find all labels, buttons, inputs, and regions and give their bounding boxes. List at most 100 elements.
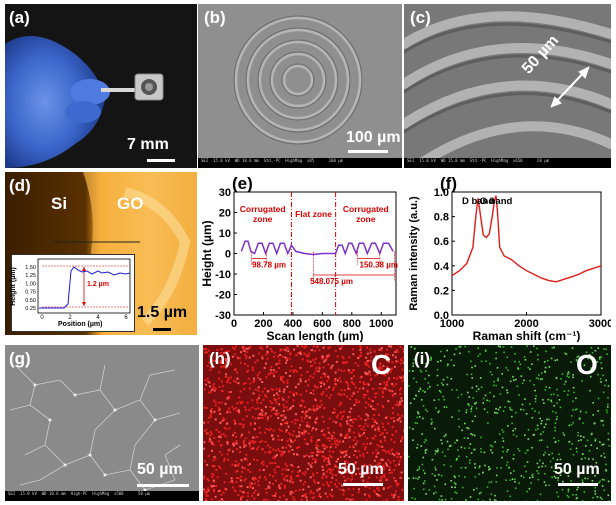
element-label-c: C bbox=[371, 349, 392, 380]
inset-ytick: 1.00 bbox=[25, 281, 36, 287]
ytick-label-e: -10 bbox=[215, 269, 231, 281]
panel-b: (b) 100 µm SEI 15.0 kV WD 18.6 mm Std.-P… bbox=[198, 4, 402, 168]
eds-oxygen-map bbox=[408, 345, 611, 501]
ytick-label-e: 10 bbox=[219, 228, 231, 240]
panel-d: Si GO (d) 1.5 µm 0.25 0.50 0.75 1.00 1.25 1.5… bbox=[5, 172, 197, 335]
zone-label-e: Flat zone bbox=[295, 209, 332, 219]
xtick-label-e: 0 bbox=[231, 318, 237, 330]
raman-spectrum-chart: 0.0 0.2 0.4 0.6 0.8 1.0 1000 2000 3000 Raman shif… bbox=[408, 187, 611, 342]
xtick-label-f: 2000 bbox=[514, 318, 538, 330]
inset-ytick: 1.25 bbox=[25, 273, 36, 279]
scale-bar-b bbox=[348, 150, 388, 153]
inset-ytick: 0.75 bbox=[25, 290, 36, 296]
panel-label-b: (b) bbox=[204, 8, 226, 27]
svg-text:zone: zone bbox=[356, 214, 376, 224]
ytick-label-f: 0.8 bbox=[434, 212, 449, 224]
panel-label-g: (g) bbox=[9, 349, 31, 368]
ytick-label-e: -20 bbox=[215, 290, 231, 302]
photo-glove-holding-device bbox=[5, 36, 164, 168]
inset-ylabel: Height (µm) bbox=[9, 267, 17, 306]
height-profile-line bbox=[240, 240, 394, 256]
inset-ytick: 0.50 bbox=[25, 298, 36, 304]
panel-label-h: (h) bbox=[209, 349, 231, 368]
ytick-label-f: 1.0 bbox=[434, 187, 449, 199]
panel-label-e: (e) bbox=[232, 174, 253, 193]
scale-text-a: 7 mm bbox=[127, 136, 169, 153]
eds-carbon-map bbox=[203, 345, 404, 501]
inset-xtick: 0 bbox=[40, 315, 44, 321]
afm-label-si: Si bbox=[51, 194, 68, 213]
y-axis-label-f: Raman intensity (a.u.) bbox=[408, 196, 420, 311]
ytick-label-e: 20 bbox=[219, 208, 231, 220]
svg-text:Corrugated: Corrugated bbox=[240, 204, 286, 214]
x-axis-label-e: Scan length (µm) bbox=[267, 329, 364, 342]
panel-e: -30 -20 -10 0 10 20 30 0 200 400 600 800 1000 Scan le… bbox=[200, 172, 402, 342]
panel-g: (g) 50 µm SEI 15.0 kV WD 10.6 mm High-PC… bbox=[5, 345, 199, 501]
panel-a: (a) 7 mm bbox=[5, 4, 197, 168]
xtick-label-f: 3000 bbox=[589, 318, 611, 330]
inset-xtick: 4 bbox=[96, 315, 100, 321]
x-axis-label-f: Raman shift (cm⁻¹) bbox=[473, 329, 581, 342]
sem-wrinkled-surface bbox=[5, 345, 199, 501]
sem-info-bar-g: SEI 15.0 kV WD 10.6 mm High-PC HighMag x… bbox=[5, 491, 199, 501]
band-annotation-f: D band bbox=[462, 196, 494, 207]
height-profile-chart: -30 -20 -10 0 10 20 30 0 200 400 600 800 1000 Scan le… bbox=[200, 187, 398, 342]
xtick-label-e: 400 bbox=[284, 318, 302, 330]
xtick-label-e: 1000 bbox=[369, 318, 393, 330]
scale-text-b: 100 µm bbox=[346, 129, 401, 146]
scale-bar-i bbox=[558, 483, 598, 486]
scale-bar-h bbox=[343, 483, 383, 486]
panel-f: 0.0 0.2 0.4 0.6 0.8 1.0 1000 2000 3000 Raman shif… bbox=[406, 172, 611, 342]
ytick-label-f: 0.6 bbox=[434, 236, 449, 248]
scale-text-g: 50 µm bbox=[137, 461, 183, 478]
ytick-label-f: 0.0 bbox=[434, 310, 449, 322]
inset-xtick: 2 bbox=[68, 315, 72, 321]
dimension-marker-e: 548.075 µm bbox=[310, 251, 395, 286]
inset-xtick: 6 bbox=[124, 315, 128, 321]
panel-label-a: (a) bbox=[9, 8, 30, 27]
inset-step-label: 1.2 µm bbox=[87, 281, 109, 288]
panel-h: (h) C 50 µm bbox=[203, 345, 404, 501]
plot-frame-f bbox=[451, 191, 602, 316]
ytick-label-f: 0.4 bbox=[434, 261, 450, 273]
xtick-label-e: 600 bbox=[313, 318, 331, 330]
svg-text:Corrugated: Corrugated bbox=[343, 204, 389, 214]
xtick-label-e: 800 bbox=[343, 318, 361, 330]
inset-xlabel: Position (µm) bbox=[58, 321, 103, 328]
ytick-label-e: 30 bbox=[219, 187, 231, 199]
ytick-label-e: -30 bbox=[215, 310, 231, 322]
panel-label-c: (c) bbox=[410, 8, 431, 27]
sem-ridges bbox=[404, 4, 611, 168]
xtick-label-e: 200 bbox=[254, 318, 272, 330]
y-axis-label-e: Height (µm) bbox=[200, 220, 214, 286]
scale-text-h: 50 µm bbox=[338, 461, 384, 478]
svg-text:548.075 µm: 548.075 µm bbox=[310, 277, 353, 286]
afm-label-go: GO bbox=[117, 194, 144, 213]
svg-text:150.38 µm: 150.38 µm bbox=[360, 261, 398, 270]
double-arrow bbox=[550, 66, 590, 108]
dimension-marker-e: 150.38 µm bbox=[357, 251, 398, 270]
scale-text-d: 1.5 µm bbox=[137, 304, 188, 321]
sem-info-bar-b: SEI 15.0 kV WD 18.6 mm Std.-PC HighMag x… bbox=[198, 158, 402, 168]
ytick-label-e: 0 bbox=[225, 249, 231, 261]
ytick-label-f: 0.2 bbox=[434, 285, 449, 297]
band-annotation-f: G band bbox=[480, 196, 513, 207]
scale-bar-a bbox=[147, 159, 175, 162]
panel-label-f: (f) bbox=[440, 174, 457, 193]
xtick-label-f: 1000 bbox=[440, 318, 464, 330]
sem-concentric-rings bbox=[198, 4, 402, 168]
svg-text:98.78 µm: 98.78 µm bbox=[252, 261, 286, 270]
svg-text:zone: zone bbox=[253, 214, 273, 224]
raman-spectrum-line bbox=[451, 195, 602, 283]
inset-ytick: 0.25 bbox=[25, 306, 36, 312]
dimension-marker-e: 98.78 µm bbox=[251, 251, 286, 270]
afm-profile-inset: 0.25 0.50 0.75 1.00 1.25 1.50 0 2 4 6 1.2 µm Hei… bbox=[9, 254, 135, 332]
scale-bar-g bbox=[137, 484, 189, 487]
scale-bar-d bbox=[153, 328, 171, 331]
svg-text:Flat zone: Flat zone bbox=[295, 209, 332, 219]
panel-label-d: (d) bbox=[9, 176, 31, 195]
sem-info-bar-c: SEI 15.0 kV WD 15.8 mm Std.-PC HighMag x… bbox=[404, 158, 611, 168]
element-label-o: O bbox=[576, 349, 598, 380]
